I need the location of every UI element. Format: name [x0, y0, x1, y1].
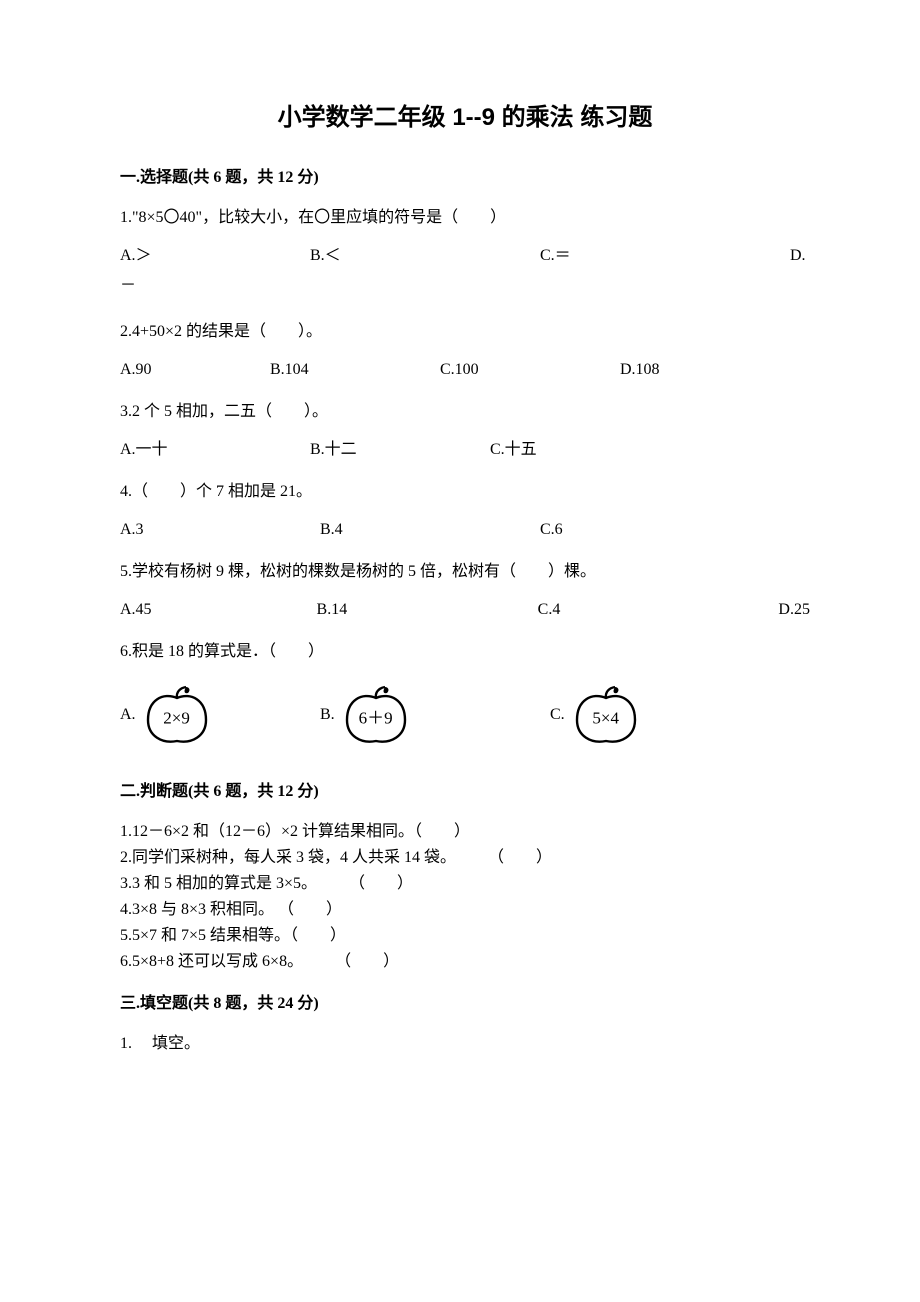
- page-title: 小学数学二年级 1--9 的乘法 练习题: [120, 100, 810, 136]
- apple-c-text: 5×4: [592, 705, 619, 731]
- q2-opt-b: B.104: [270, 358, 440, 382]
- question-1: 1."8×5〇40"，比较大小，在〇里应填的符号是（ ） A.＞ B.＜ C.＝…: [120, 206, 810, 298]
- question-5: 5.学校有杨树 9 棵，松树的棵数是杨树的 5 倍，松树有（ ）棵。 A.45 …: [120, 560, 810, 622]
- section1-header: 一.选择题(共 6 题，共 12 分): [120, 166, 810, 190]
- question-4: 4.（ ）个 7 相加是 21。 A.3 B.4 C.6: [120, 480, 810, 542]
- q5-text: 5.学校有杨树 9 棵，松树的棵数是杨树的 5 倍，松树有（ ）棵。: [120, 560, 810, 584]
- q3-opt-b: B.十二: [310, 438, 490, 462]
- tf-1: 1.12－6×2 和（12－6）×2 计算结果相同。（ ）: [120, 820, 810, 844]
- apple-icon-c: 5×4: [571, 684, 641, 746]
- section3-header: 三.填空题(共 8 题，共 24 分): [120, 992, 810, 1016]
- q1-opt-d: D.: [790, 244, 806, 268]
- apple-a-text: 2×9: [163, 705, 190, 731]
- q1-opt-d-cont: －: [120, 274, 810, 298]
- q3-options: A.一十 B.十二 C.十五: [120, 438, 810, 462]
- tf-5: 5.5×7 和 7×5 结果相等。（ ）: [120, 924, 810, 948]
- q2-options: A.90 B.104 C.100 D.108: [120, 358, 810, 382]
- q1-text: 1."8×5〇40"，比较大小，在〇里应填的符号是（ ）: [120, 206, 810, 230]
- q6-opt-a: A. 2×9: [120, 684, 320, 746]
- q6-opt-c-label: C.: [550, 703, 565, 727]
- question-6: 6.积是 18 的算式是．（ ） A. 2×9 B. 6＋9: [120, 640, 810, 746]
- q2-opt-d: D.108: [620, 358, 660, 382]
- tf-4: 4.3×8 与 8×3 积相同。 （ ）: [120, 898, 810, 922]
- q2-text: 2.4+50×2 的结果是（ ）。: [120, 320, 810, 344]
- q6-text: 6.积是 18 的算式是．（ ）: [120, 640, 810, 664]
- q3-text: 3.2 个 5 相加，二五（ ）。: [120, 400, 810, 424]
- true-false-block: 1.12－6×2 和（12－6）×2 计算结果相同。（ ） 2.同学们采树种，每…: [120, 820, 810, 974]
- tf-6: 6.5×8+8 还可以写成 6×8。 （ ）: [120, 950, 810, 974]
- q4-options: A.3 B.4 C.6: [120, 518, 810, 542]
- q6-opt-a-label: A.: [120, 703, 136, 727]
- question-3: 3.2 个 5 相加，二五（ ）。 A.一十 B.十二 C.十五: [120, 400, 810, 462]
- q4-text: 4.（ ）个 7 相加是 21。: [120, 480, 810, 504]
- tf-3: 3.3 和 5 相加的算式是 3×5。 （ ）: [120, 872, 810, 896]
- q5-opt-a: A.45: [120, 598, 317, 622]
- q5-opt-d: D.25: [778, 598, 810, 622]
- question-2: 2.4+50×2 的结果是（ ）。 A.90 B.104 C.100 D.108: [120, 320, 810, 382]
- tf-2: 2.同学们采树种，每人采 3 袋，4 人共采 14 袋。 （ ）: [120, 846, 810, 870]
- q5-opt-c: C.4: [538, 598, 779, 622]
- q1-options: A.＞ B.＜ C.＝ D.: [120, 244, 810, 268]
- q2-opt-c: C.100: [440, 358, 620, 382]
- fill-q1: 1. 填空。: [120, 1032, 810, 1056]
- q4-opt-c: C.6: [540, 518, 563, 542]
- apple-icon-b: 6＋9: [341, 684, 411, 746]
- q6-opt-b: B. 6＋9: [320, 684, 550, 746]
- q6-options: A. 2×9 B. 6＋9 C.: [120, 684, 810, 746]
- q3-opt-a: A.一十: [120, 438, 310, 462]
- q3-opt-c: C.十五: [490, 438, 537, 462]
- q4-opt-a: A.3: [120, 518, 320, 542]
- q1-opt-a: A.＞: [120, 244, 310, 268]
- section2-header: 二.判断题(共 6 题，共 12 分): [120, 780, 810, 804]
- q4-opt-b: B.4: [320, 518, 540, 542]
- q5-opt-b: B.14: [317, 598, 538, 622]
- apple-icon-a: 2×9: [142, 684, 212, 746]
- q6-opt-c: C. 5×4: [550, 684, 641, 746]
- q1-opt-c: C.＝: [540, 244, 790, 268]
- q5-options: A.45 B.14 C.4 D.25: [120, 598, 810, 622]
- q6-opt-b-label: B.: [320, 703, 335, 727]
- q2-opt-a: A.90: [120, 358, 270, 382]
- apple-b-text: 6＋9: [359, 705, 393, 731]
- q1-opt-b: B.＜: [310, 244, 540, 268]
